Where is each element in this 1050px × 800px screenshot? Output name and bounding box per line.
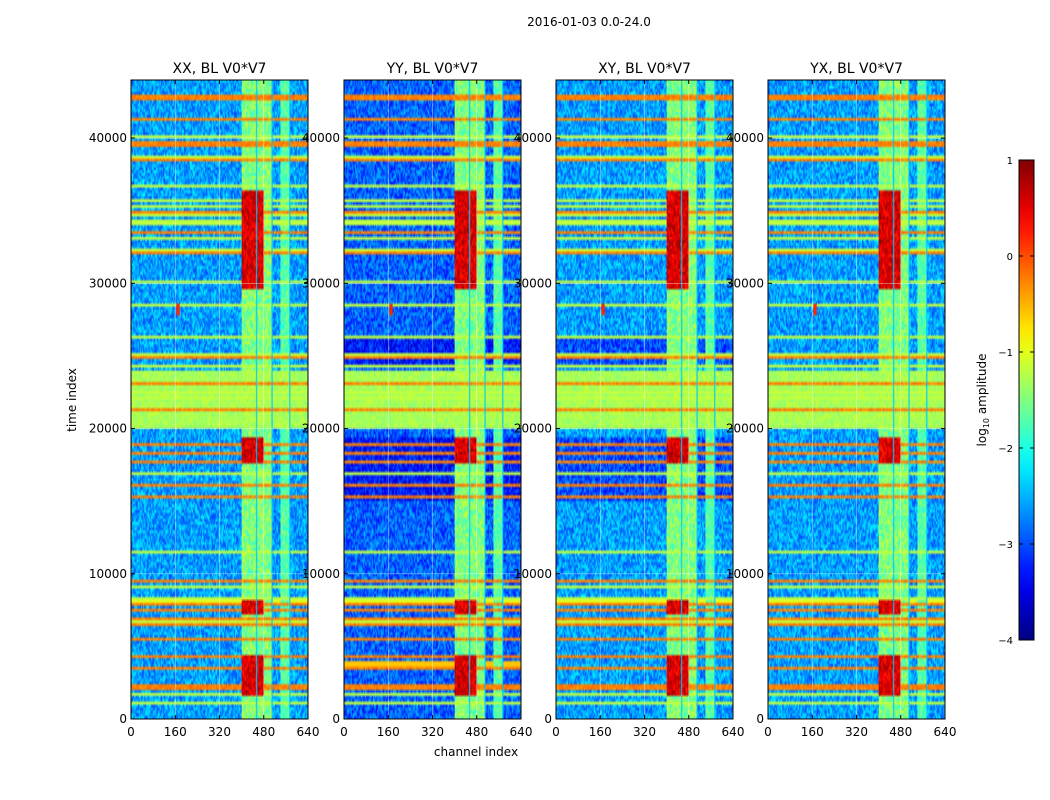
x-tick-label: 480: [252, 725, 275, 739]
y-tick-label: 0: [544, 712, 552, 726]
panels: XX, BL V0*V7 0 160 320 480 640 0 10000 20000 3000…: [89, 61, 957, 739]
y-tick-label: 0: [119, 712, 127, 726]
panel-title: XY, BL V0*V7: [598, 61, 691, 77]
y-axis-label: time index: [65, 368, 79, 432]
x-tick-label: 640: [722, 725, 745, 739]
y-tick-label: 20000: [302, 422, 340, 436]
y-tick-label: 40000: [726, 131, 764, 145]
x-tick-label: 480: [677, 725, 700, 739]
y-tick-label: 20000: [89, 422, 127, 436]
colorbar-label-sub: 10: [982, 418, 991, 428]
heatmap-panel-yx: YX, BL V0*V7 0 160 320 480 640 0 10000 20000 3000…: [726, 61, 957, 739]
colorbar-tick-label: 0: [1007, 252, 1013, 263]
y-tick-label: 10000: [302, 567, 340, 581]
x-tick-label: 160: [589, 725, 612, 739]
y-tick-label: 20000: [514, 422, 552, 436]
x-tick-label: 0: [340, 725, 348, 739]
x-tick-label: 160: [801, 725, 824, 739]
x-axis-label: channel index: [434, 745, 518, 759]
colorbar-label-rest: amplitude: [975, 354, 989, 418]
x-tick-label: 320: [208, 725, 231, 739]
y-tick-label: 30000: [302, 276, 340, 290]
panel-title: YX, BL V0*V7: [809, 61, 903, 77]
x-tick-label: 160: [377, 725, 400, 739]
colorbar-label: log10 amplitude: [975, 354, 991, 447]
y-tick-label: 40000: [514, 131, 552, 145]
colorbar-gradient: [1018, 159, 1035, 641]
x-tick-label: 0: [552, 725, 560, 739]
x-tick-label: 640: [297, 725, 320, 739]
x-tick-label: 640: [510, 725, 533, 739]
y-tick-label: 40000: [89, 131, 127, 145]
figure-title: 2016-01-03 0.0-24.0: [527, 15, 651, 29]
heatmap-panel-yy: YY, BL V0*V7 0 160 320 480 640 0 10000 20000 3000…: [302, 61, 533, 739]
y-tick-label: 10000: [514, 567, 552, 581]
x-tick-label: 320: [633, 725, 656, 739]
y-tick-label: 30000: [514, 276, 552, 290]
panel-title: YY, BL V0*V7: [386, 61, 479, 77]
colorbar-tick-label: −4: [998, 636, 1013, 647]
x-tick-label: 480: [465, 725, 488, 739]
y-tick-label: 30000: [89, 276, 127, 290]
y-tick-label: 20000: [726, 422, 764, 436]
y-tick-label: 0: [332, 712, 340, 726]
x-tick-label: 480: [889, 725, 912, 739]
x-tick-label: 160: [164, 725, 187, 739]
x-tick-label: 640: [934, 725, 957, 739]
x-tick-label: 320: [845, 725, 868, 739]
colorbar-tick-label: −2: [998, 444, 1013, 455]
colorbar-tick-label: 1: [1007, 156, 1013, 167]
x-tick-label: 0: [764, 725, 772, 739]
colorbar-tick-label: −1: [998, 348, 1013, 359]
heatmap-panel-xy: XY, BL V0*V7 0 160 320 480 640 0 10000 20000 3000…: [514, 61, 745, 739]
y-tick-label: 10000: [726, 567, 764, 581]
panel-title: XX, BL V0*V7: [173, 61, 267, 77]
y-tick-label: 40000: [302, 131, 340, 145]
y-tick-label: 10000: [89, 567, 127, 581]
x-tick-label: 0: [127, 725, 135, 739]
y-tick-label: 0: [756, 712, 764, 726]
colorbar-label-log: log: [975, 428, 989, 446]
y-tick-label: 30000: [726, 276, 764, 290]
x-tick-label: 320: [421, 725, 444, 739]
heatmap-panel-xx: XX, BL V0*V7 0 160 320 480 640 0 10000 20000 3000…: [89, 61, 320, 739]
colorbar-tick-label: −3: [998, 540, 1013, 551]
